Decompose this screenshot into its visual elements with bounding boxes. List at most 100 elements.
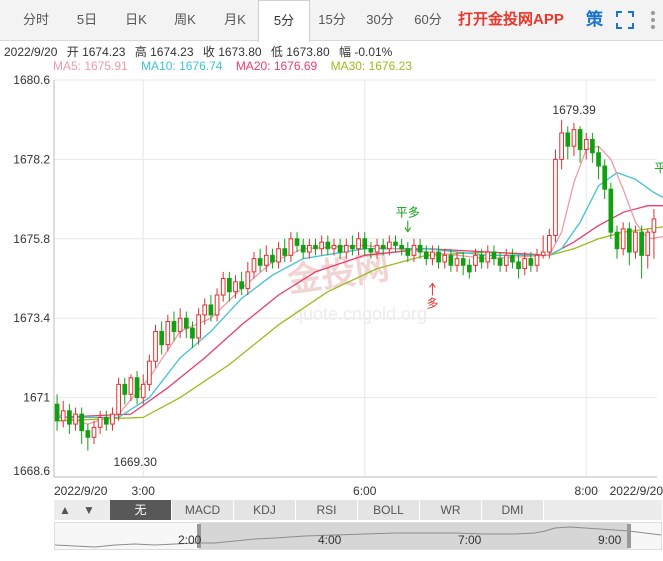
candle <box>602 159 608 200</box>
open-app-link[interactable]: 打开金投网APP <box>458 11 564 28</box>
candle <box>473 248 478 272</box>
candle-body <box>270 254 275 263</box>
navigator-right-handle[interactable] <box>627 524 631 548</box>
tab-30min[interactable]: 30分 <box>366 12 394 27</box>
candle <box>276 242 281 269</box>
candle <box>319 235 325 256</box>
candle <box>522 252 528 276</box>
candle <box>510 248 515 269</box>
info-low: 低 1673.80 <box>270 45 330 59</box>
candle-body <box>91 426 97 438</box>
indicator-wr[interactable]: WR <box>420 500 482 520</box>
candle-body <box>639 231 644 256</box>
tab-monthly-k[interactable]: 月K <box>224 12 246 27</box>
tab-weekly-k[interactable]: 周K <box>174 12 196 27</box>
candle-body <box>337 244 343 253</box>
candle-body <box>503 254 509 266</box>
navigator-left-handle[interactable] <box>197 524 201 548</box>
long-signal: 多 <box>426 296 438 310</box>
strategy-icon[interactable]: 策 <box>586 10 603 29</box>
candle <box>608 182 614 239</box>
candle <box>553 149 558 243</box>
candle-body <box>319 241 325 250</box>
time-navigator[interactable] <box>54 522 662 550</box>
candle-body <box>183 317 189 329</box>
ma5-legend: MA5: 1675.91 <box>53 59 128 73</box>
candle <box>251 252 257 279</box>
info-open: 开 1674.23 <box>66 45 126 59</box>
candle-body <box>208 304 214 316</box>
candle <box>183 311 189 339</box>
x-tick-label: 8:00 <box>575 484 599 498</box>
candle-body <box>559 132 564 160</box>
y-tick-label: 1673.4 <box>13 311 50 325</box>
navigator-label-1: 2:00 <box>178 533 202 547</box>
candle-body <box>103 416 109 425</box>
candle-body <box>546 234 552 253</box>
tab-5day[interactable]: 5日 <box>76 12 98 27</box>
scroll-down-button[interactable]: ▼ <box>83 503 95 517</box>
candle <box>239 271 245 296</box>
info-close: 收 1673.80 <box>202 45 262 59</box>
candle-body <box>276 248 281 263</box>
candle <box>245 261 251 296</box>
candle-body <box>620 228 626 250</box>
indicator-none[interactable]: 无 <box>110 500 172 520</box>
tab-15min[interactable]: 15分 <box>318 12 346 27</box>
candle-body <box>54 403 60 422</box>
indicator-kdj[interactable]: KDJ <box>234 500 296 520</box>
candle <box>270 248 275 269</box>
candle <box>54 394 60 431</box>
candle-body <box>147 360 152 385</box>
candle <box>423 245 429 266</box>
candle <box>190 321 195 348</box>
candle <box>442 248 448 269</box>
candle <box>534 248 540 272</box>
watermark-brand: 金投网 <box>284 247 392 301</box>
candle <box>343 238 349 259</box>
tab-5min[interactable]: 5分 <box>258 0 310 42</box>
fullscreen-icon[interactable] <box>616 11 634 29</box>
candle <box>134 371 140 405</box>
candle <box>645 228 651 269</box>
scroll-up-button[interactable]: ▲ <box>59 503 71 517</box>
candle-body <box>79 413 85 432</box>
candle-body <box>596 152 601 167</box>
tab-daily-k[interactable]: 日K <box>125 12 147 27</box>
candle <box>110 407 115 431</box>
candle-body <box>263 254 269 266</box>
candle <box>116 377 121 421</box>
candle-body <box>540 251 546 256</box>
indicator-dmi[interactable]: DMI <box>482 500 544 520</box>
more-vertical-icon[interactable] <box>646 8 660 32</box>
y-tick-label: 1680.6 <box>13 73 50 87</box>
candle <box>516 255 521 279</box>
indicator-rsi[interactable]: RSI <box>296 500 358 520</box>
y-tick-label: 1668.6 <box>13 464 50 478</box>
indicator-boll[interactable]: BOLL <box>358 500 420 520</box>
candle-body <box>374 244 380 253</box>
candle-body <box>307 244 312 253</box>
indicator-macd[interactable]: MACD <box>172 500 234 520</box>
candle <box>460 252 466 276</box>
candles <box>54 119 657 451</box>
candle-body <box>497 258 503 266</box>
candle-body <box>214 294 220 316</box>
candle-body <box>633 231 638 253</box>
high-marker: 1679.39 <box>552 103 596 117</box>
candle-body <box>171 321 177 332</box>
candle-body <box>343 244 349 253</box>
candle-body <box>227 278 232 293</box>
candle <box>214 288 220 322</box>
close-long-signal: 平多 <box>654 161 663 175</box>
candle <box>497 252 503 272</box>
candle <box>411 238 417 262</box>
candle <box>122 377 128 405</box>
candle <box>202 298 208 325</box>
candle <box>448 248 454 272</box>
candle-body <box>651 218 657 233</box>
tab-fenshi[interactable]: 分时 <box>22 12 49 27</box>
candle <box>356 232 361 256</box>
tab-60min[interactable]: 60分 <box>414 12 442 27</box>
